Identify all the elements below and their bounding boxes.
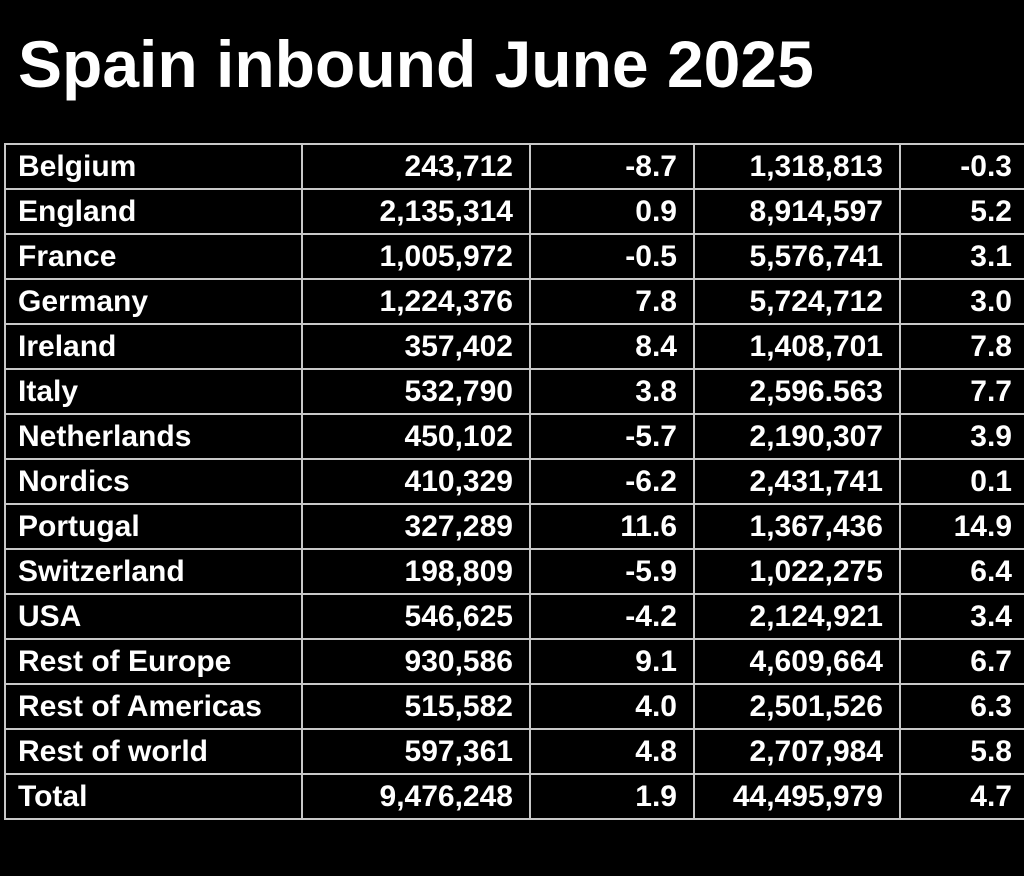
arrivals-cell: 546,625 bbox=[301, 593, 531, 640]
ytd-change-cell: 7.8 bbox=[899, 323, 1024, 370]
ytd-change-cell: 6.7 bbox=[899, 638, 1024, 685]
change-cell: -4.2 bbox=[529, 593, 695, 640]
country-cell: Ireland bbox=[4, 323, 303, 370]
arrivals-cell: 327,289 bbox=[301, 503, 531, 550]
ytd-cell: 1,408,701 bbox=[693, 323, 901, 370]
ytd-cell: 5,576,741 bbox=[693, 233, 901, 280]
table-row: Rest of world 597,361 4.8 2,707,984 5.8 bbox=[4, 728, 1024, 775]
arrivals-cell: 450,102 bbox=[301, 413, 531, 460]
arrivals-cell: 597,361 bbox=[301, 728, 531, 775]
arrivals-cell: 515,582 bbox=[301, 683, 531, 730]
ytd-change-cell: 14.9 bbox=[899, 503, 1024, 550]
ytd-change-cell: 4.7 bbox=[899, 773, 1024, 820]
ytd-cell: 2,501,526 bbox=[693, 683, 901, 730]
country-cell: Rest of world bbox=[4, 728, 303, 775]
table-row: Switzerland 198,809 -5.9 1,022,275 6.4 bbox=[4, 548, 1024, 595]
table-row: USA 546,625 -4.2 2,124,921 3.4 bbox=[4, 593, 1024, 640]
change-cell: 0.9 bbox=[529, 188, 695, 235]
arrivals-cell: 930,586 bbox=[301, 638, 531, 685]
table-row: Rest of Americas 515,582 4.0 2,501,526 6.3 bbox=[4, 683, 1024, 730]
country-cell: Germany bbox=[4, 278, 303, 325]
table-row: France 1,005,972 -0.5 5,576,741 3.1 bbox=[4, 233, 1024, 280]
ytd-cell: 1,367,436 bbox=[693, 503, 901, 550]
table-row: Rest of Europe 930,586 9.1 4,609,664 6.7 bbox=[4, 638, 1024, 685]
table-row: Italy 532,790 3.8 2,596.563 7.7 bbox=[4, 368, 1024, 415]
country-cell: Nordics bbox=[4, 458, 303, 505]
inbound-table: Belgium 243,712 -8.7 1,318,813 -0.3 England 2,… bbox=[4, 143, 1024, 820]
change-cell: 4.0 bbox=[529, 683, 695, 730]
country-cell: Belgium bbox=[4, 143, 303, 190]
country-cell: Rest of Americas bbox=[4, 683, 303, 730]
country-cell: USA bbox=[4, 593, 303, 640]
ytd-cell: 5,724,712 bbox=[693, 278, 901, 325]
change-cell: 8.4 bbox=[529, 323, 695, 370]
ytd-cell: 2,596.563 bbox=[693, 368, 901, 415]
table-row: England 2,135,314 0.9 8,914,597 5.2 bbox=[4, 188, 1024, 235]
page-title: Spain inbound June 2025 bbox=[18, 27, 814, 101]
table-row: Ireland 357,402 8.4 1,408,701 7.8 bbox=[4, 323, 1024, 370]
country-cell: Portugal bbox=[4, 503, 303, 550]
arrivals-cell: 1,224,376 bbox=[301, 278, 531, 325]
ytd-change-cell: 3.4 bbox=[899, 593, 1024, 640]
table-body: Belgium 243,712 -8.7 1,318,813 -0.3 England 2,… bbox=[4, 143, 1024, 820]
ytd-change-cell: 6.3 bbox=[899, 683, 1024, 730]
ytd-cell: 2,124,921 bbox=[693, 593, 901, 640]
arrivals-cell: 2,135,314 bbox=[301, 188, 531, 235]
ytd-cell: 44,495,979 bbox=[693, 773, 901, 820]
ytd-cell: 8,914,597 bbox=[693, 188, 901, 235]
change-cell: 7.8 bbox=[529, 278, 695, 325]
table-row: Total 9,476,248 1.9 44,495,979 4.7 bbox=[4, 773, 1024, 820]
ytd-change-cell: 7.7 bbox=[899, 368, 1024, 415]
arrivals-cell: 9,476,248 bbox=[301, 773, 531, 820]
ytd-change-cell: 3.9 bbox=[899, 413, 1024, 460]
table-row: Germany 1,224,376 7.8 5,724,712 3.0 bbox=[4, 278, 1024, 325]
table-row: Nordics 410,329 -6.2 2,431,741 0.1 bbox=[4, 458, 1024, 505]
ytd-change-cell: 0.1 bbox=[899, 458, 1024, 505]
country-cell: Italy bbox=[4, 368, 303, 415]
change-cell: 4.8 bbox=[529, 728, 695, 775]
change-cell: 3.8 bbox=[529, 368, 695, 415]
table-row: Portugal 327,289 11.6 1,367,436 14.9 bbox=[4, 503, 1024, 550]
country-cell: Netherlands bbox=[4, 413, 303, 460]
change-cell: -6.2 bbox=[529, 458, 695, 505]
arrivals-cell: 198,809 bbox=[301, 548, 531, 595]
country-cell: Rest of Europe bbox=[4, 638, 303, 685]
arrivals-cell: 1,005,972 bbox=[301, 233, 531, 280]
change-cell: -8.7 bbox=[529, 143, 695, 190]
ytd-change-cell: 5.8 bbox=[899, 728, 1024, 775]
country-cell: Total bbox=[4, 773, 303, 820]
ytd-cell: 1,318,813 bbox=[693, 143, 901, 190]
ytd-cell: 1,022,275 bbox=[693, 548, 901, 595]
change-cell: -5.9 bbox=[529, 548, 695, 595]
country-cell: England bbox=[4, 188, 303, 235]
country-cell: Switzerland bbox=[4, 548, 303, 595]
arrivals-cell: 243,712 bbox=[301, 143, 531, 190]
ytd-cell: 4,609,664 bbox=[693, 638, 901, 685]
change-cell: -0.5 bbox=[529, 233, 695, 280]
country-cell: France bbox=[4, 233, 303, 280]
arrivals-cell: 532,790 bbox=[301, 368, 531, 415]
change-cell: 11.6 bbox=[529, 503, 695, 550]
ytd-change-cell: 6.4 bbox=[899, 548, 1024, 595]
change-cell: 1.9 bbox=[529, 773, 695, 820]
ytd-cell: 2,190,307 bbox=[693, 413, 901, 460]
ytd-change-cell: 5.2 bbox=[899, 188, 1024, 235]
change-cell: -5.7 bbox=[529, 413, 695, 460]
ytd-cell: 2,431,741 bbox=[693, 458, 901, 505]
ytd-change-cell: -0.3 bbox=[899, 143, 1024, 190]
table-row: Netherlands 450,102 -5.7 2,190,307 3.9 bbox=[4, 413, 1024, 460]
ytd-change-cell: 3.0 bbox=[899, 278, 1024, 325]
table-row: Belgium 243,712 -8.7 1,318,813 -0.3 bbox=[4, 143, 1024, 190]
arrivals-cell: 357,402 bbox=[301, 323, 531, 370]
arrivals-cell: 410,329 bbox=[301, 458, 531, 505]
ytd-change-cell: 3.1 bbox=[899, 233, 1024, 280]
ytd-cell: 2,707,984 bbox=[693, 728, 901, 775]
change-cell: 9.1 bbox=[529, 638, 695, 685]
